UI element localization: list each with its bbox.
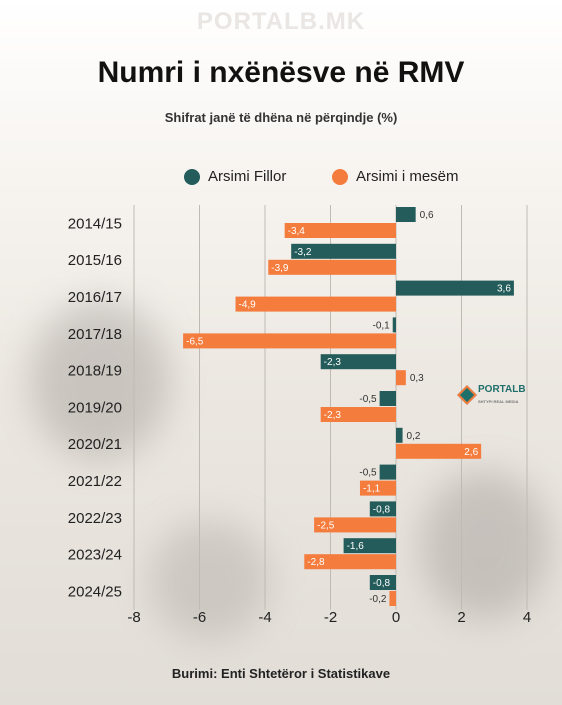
x-tick-label: 2 [457, 609, 465, 626]
portalb-logo-text: PORTALB [478, 384, 526, 395]
data-label: -2,8 [307, 557, 325, 568]
category-label: 2014/15 [68, 215, 122, 232]
category-label: 2015/16 [68, 252, 122, 269]
x-tick-label: 0 [392, 609, 400, 626]
bar [396, 370, 406, 386]
bar [389, 591, 396, 606]
category-label: 2019/20 [68, 399, 122, 416]
data-label: -0,8 [373, 578, 391, 589]
x-tick-label: -8 [127, 609, 140, 626]
bar [320, 354, 396, 370]
bar [304, 554, 396, 570]
category-label: 2023/24 [68, 547, 122, 564]
x-tick-label: -2 [324, 609, 337, 626]
bar [396, 443, 482, 459]
data-label: 0,6 [420, 210, 434, 221]
data-label: -2,3 [324, 410, 342, 421]
data-label: -6,5 [186, 336, 204, 347]
data-label: -1,1 [363, 484, 381, 495]
data-label: 3,6 [497, 284, 511, 295]
data-label: -0,5 [359, 468, 377, 479]
portalb-logo-icon [457, 385, 477, 405]
bar [392, 317, 396, 333]
portalb-logo-tagline: SHTYPI REAL MEDIA [478, 399, 519, 404]
legend-label-fillor: Arsimi Fillor [208, 168, 287, 185]
data-label: 2,6 [464, 447, 478, 458]
bar [379, 464, 396, 480]
portalb-logo: PORTALB SHTYPI REAL MEDIA [457, 384, 526, 406]
legend-item-fillor: Arsimi Fillor [184, 168, 286, 185]
data-label: -0,5 [359, 394, 377, 405]
data-label: -3,4 [288, 226, 306, 237]
category-label: 2022/23 [68, 510, 122, 527]
bar [343, 538, 396, 554]
category-label: 2016/17 [68, 289, 122, 306]
bar [359, 480, 396, 496]
category-label: 2018/19 [68, 363, 122, 380]
bar [183, 333, 396, 349]
x-tick-label: -6 [193, 609, 206, 626]
legend-swatch-fillor [184, 168, 200, 185]
bar [396, 207, 416, 222]
data-label: -0,2 [369, 594, 387, 605]
bar [396, 280, 514, 296]
bar [369, 575, 396, 590]
data-label: -1,6 [347, 541, 365, 552]
data-label: -2,5 [317, 520, 335, 531]
data-label: -4,9 [239, 300, 257, 311]
bar [379, 391, 396, 406]
bar [396, 427, 403, 443]
legend-label-mesem: Arsimi i mesëm [356, 168, 459, 185]
data-label: 0,2 [407, 431, 421, 442]
bar [268, 259, 396, 275]
chart-title: Numri i nxënësve në RMV [97, 56, 465, 89]
data-label: -0,1 [372, 320, 390, 331]
bar [369, 501, 396, 517]
category-label: 2024/25 [68, 583, 122, 600]
legend: Arsimi Fillor Arsimi i mesëm [0, 168, 562, 192]
category-label: 2021/22 [68, 473, 122, 490]
watermark: PORTALB.MK [196, 8, 366, 35]
x-tick-label: 4 [523, 609, 531, 626]
category-label: 2017/18 [68, 326, 122, 343]
data-label: -3,2 [294, 247, 312, 258]
bar [235, 296, 396, 312]
category-label: 2020/21 [68, 436, 122, 453]
bar [284, 223, 396, 238]
data-label: -3,9 [271, 263, 289, 274]
data-label: 0,3 [410, 373, 424, 384]
legend-swatch-mesem [332, 168, 348, 185]
data-label: -0,8 [373, 504, 391, 515]
data-label: -2,3 [324, 357, 342, 368]
legend-item-mesem: Arsimi i mesëm [332, 168, 459, 185]
source-note: Burimi: Enti Shtetëror i Statistikave [171, 666, 391, 681]
x-tick-label: -4 [258, 609, 271, 626]
chart-subtitle: Shifrat janë të dhëna në përqindje (%) [164, 110, 398, 125]
bar [320, 407, 396, 422]
bar [291, 243, 396, 259]
bar [314, 517, 396, 533]
